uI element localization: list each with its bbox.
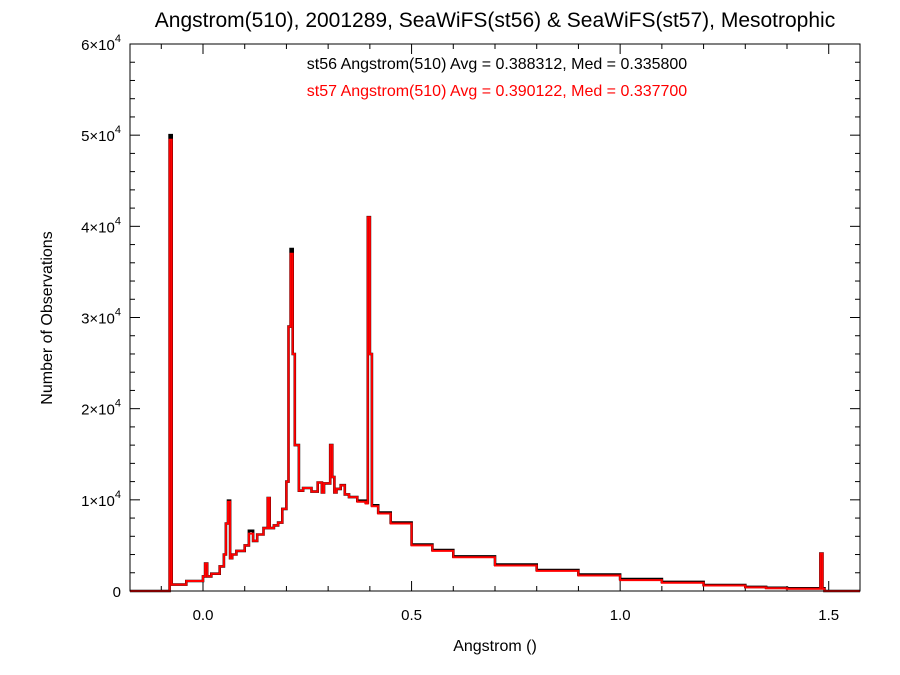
y-tick-label: 3×104 bbox=[81, 307, 121, 328]
y-tick-label: 0 bbox=[113, 584, 121, 601]
plot-frame bbox=[129, 43, 861, 592]
y-tick-mantissa: 2×10 bbox=[81, 402, 115, 419]
y-tick-label: 5×104 bbox=[81, 124, 121, 145]
y-tick-label: 1×104 bbox=[81, 489, 121, 510]
y-tick-exponent: 4 bbox=[115, 398, 121, 410]
x-tick-label: 1.0 bbox=[610, 607, 631, 624]
y-tick-exponent: 4 bbox=[115, 33, 121, 45]
annotation-st56: st56 Angstrom(510) Avg = 0.388312, Med =… bbox=[307, 56, 688, 73]
x-tick-label: 0.0 bbox=[193, 607, 214, 624]
chart-title: Angstrom(510), 2001289, SeaWiFS(st56) & … bbox=[155, 9, 835, 32]
y-tick-mantissa: 5×10 bbox=[81, 128, 115, 145]
y-tick-label: 2×104 bbox=[81, 398, 121, 419]
y-tick-exponent: 4 bbox=[115, 489, 121, 501]
y-tick-exponent: 4 bbox=[115, 124, 121, 136]
y-axis-label: Number of Observations bbox=[39, 231, 56, 404]
annotation-st57: st57 Angstrom(510) Avg = 0.390122, Med =… bbox=[307, 83, 688, 100]
y-tick-label: 4×104 bbox=[81, 215, 121, 236]
x-tick-label: 1.5 bbox=[818, 607, 839, 624]
y-tick-exponent: 4 bbox=[115, 215, 121, 227]
series-group bbox=[130, 133, 860, 593]
y-tick-exponent: 4 bbox=[115, 307, 121, 319]
y-tick-mantissa: 3×10 bbox=[81, 311, 115, 328]
axis-ticks: 0.0 0.5 1.0 1.501×1042×1043×1044×1045×1046×… bbox=[81, 33, 860, 624]
x-axis-label: Angstrom () bbox=[453, 638, 537, 655]
series-st56-line bbox=[130, 133, 860, 593]
y-tick-mantissa: 1×10 bbox=[81, 493, 115, 510]
x-tick-label: 0.5 bbox=[401, 607, 422, 624]
y-tick-mantissa: 6×10 bbox=[81, 37, 115, 54]
series-st57-line bbox=[130, 138, 860, 592]
y-tick-label: 6×104 bbox=[81, 33, 121, 54]
y-tick-mantissa: 4×10 bbox=[81, 219, 115, 236]
